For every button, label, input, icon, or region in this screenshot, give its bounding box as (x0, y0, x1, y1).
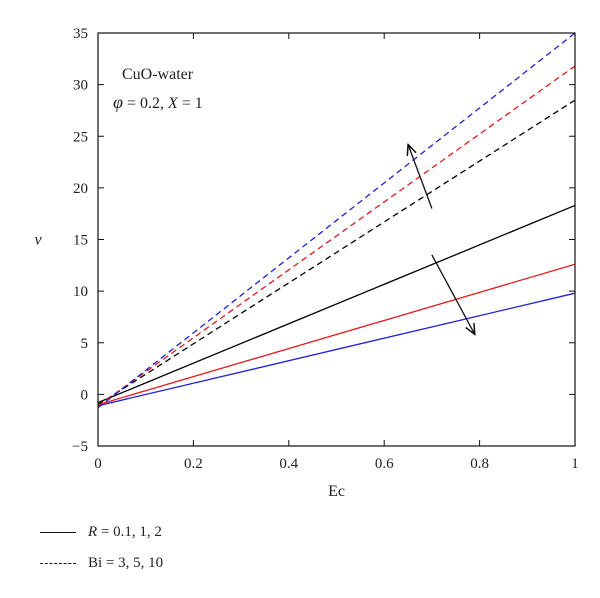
arrow-dashed-group (408, 145, 433, 209)
annotation-x-value: = 1 (178, 95, 203, 112)
chart-svg: 0 0.2 0.4 0.6 0.8 1 −5 0 5 10 15 20 25 30 35 Ec ν CuO-… (34, 26, 579, 500)
y-tick-label: 35 (73, 26, 88, 42)
y-axis-label: ν (34, 232, 42, 249)
x-tick-label: 0.2 (184, 456, 203, 472)
series-bi-dashed-1 (97, 99, 576, 406)
annotation-params: φ = 0.2, X = 1 (113, 92, 203, 112)
plot-lines (97, 32, 576, 409)
legend: R = 0.1, 1, 2 Bi = 3, 5, 10 (40, 520, 163, 582)
x-tick-label: 0.6 (375, 456, 394, 472)
x-tick-label: 0.8 (470, 456, 489, 472)
x-tick-label: 0 (94, 456, 102, 472)
arrow-solid-group (431, 254, 475, 335)
annotation-phi-value: = 0.2, (123, 95, 168, 112)
y-tick-label: 20 (73, 181, 88, 197)
legend-label-r: R = 0.1, 1, 2 (88, 524, 162, 541)
axis-ticks: 0 0.2 0.4 0.6 0.8 1 −5 0 5 10 15 20 25 30 35 (72, 26, 579, 472)
annotation-x-var: X (167, 95, 179, 112)
y-tick-label: 5 (81, 336, 89, 352)
legend-entry-r: R = 0.1, 1, 2 (40, 520, 163, 544)
y-tick-label: 10 (73, 284, 88, 300)
x-axis-label: Ec (328, 483, 345, 500)
series-r-solid-1 (97, 204, 576, 404)
y-tick-label: 15 (73, 233, 88, 249)
series-bi-dashed-3 (97, 32, 576, 409)
legend-entry-bi: Bi = 3, 5, 10 (40, 551, 163, 575)
x-tick-label: 0.4 (279, 456, 298, 472)
x-tick-label: 1 (571, 456, 579, 472)
y-tick-label: −5 (72, 439, 88, 455)
arrows (408, 145, 475, 335)
annotation-phi-symbol: φ (113, 92, 123, 112)
y-tick-label: 0 (81, 387, 89, 403)
legend-swatch-solid (40, 531, 76, 533)
legend-var-r: R (88, 523, 98, 540)
series-r-solid-2 (97, 263, 576, 406)
y-tick-label: 30 (73, 78, 88, 94)
legend-text-r: = 0.1, 1, 2 (97, 523, 162, 540)
series-r-solid-3 (97, 292, 576, 407)
y-tick-label: 25 (73, 129, 88, 145)
legend-swatch-dashed (40, 562, 76, 564)
series-bi-dashed-2 (97, 65, 576, 407)
annotation-fluid: CuO-water (122, 66, 194, 83)
legend-label-bi: Bi = 3, 5, 10 (88, 554, 164, 571)
